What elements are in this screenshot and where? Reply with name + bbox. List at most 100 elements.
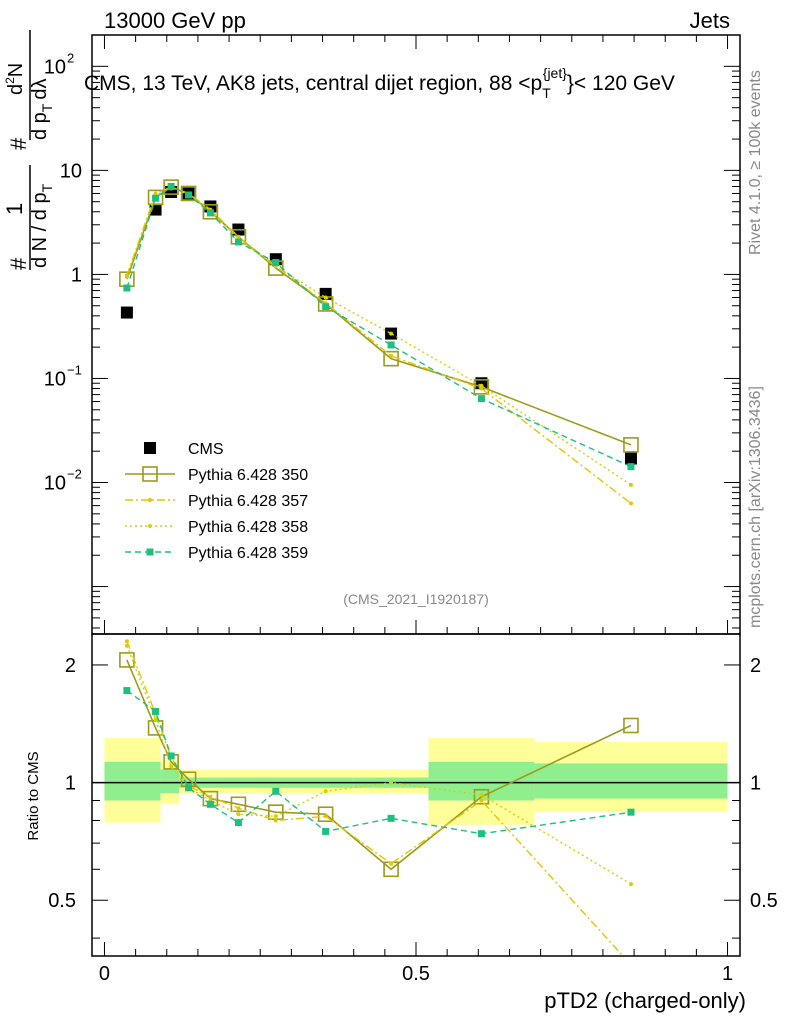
legend-label: CMS: [188, 441, 224, 458]
ratio-data-point: [323, 814, 328, 819]
data-point: [180, 185, 197, 202]
data-point: [479, 383, 484, 388]
x-axis-label: pTD2 (charged-only): [544, 988, 746, 1013]
ratio-data-point: [230, 796, 247, 813]
x-tick-label: 1: [722, 963, 733, 985]
data-point: [473, 379, 490, 395]
main-y-tick-label: 10: [44, 473, 66, 495]
series-cms: [120, 185, 637, 465]
data-point: [387, 341, 395, 349]
series-pythia-6-428-350: [119, 179, 639, 453]
data-point: [120, 306, 133, 319]
ratio-data-point: [479, 792, 484, 797]
legend-label: Pythia 6.428 358: [188, 519, 308, 536]
data-point: [623, 437, 639, 453]
svg-text:d N / d pT: d N / d pT: [29, 183, 55, 268]
ratio-bands: [104, 738, 728, 825]
ratio-data-point: [169, 764, 174, 769]
ratio-data-point: [323, 789, 328, 794]
legend-item: Pythia 6.428 357: [125, 493, 308, 510]
series-line: [126, 186, 632, 446]
main-series-group: [119, 179, 639, 506]
main-y-tick-label: 1: [71, 264, 82, 286]
legend-label: Pythia 6.428 350: [188, 467, 308, 484]
data-point: [272, 259, 280, 267]
data-point: [323, 295, 328, 300]
main-y-tick-label: 10: [60, 160, 82, 182]
ratio-y-tick-label-right: 0.5: [750, 890, 778, 912]
ratio-data-point: [272, 787, 280, 795]
data-point: [389, 353, 394, 358]
ratio-data-point: [273, 814, 278, 819]
series-line: [126, 185, 632, 468]
legend: CMS Pythia 6.428 350 Pythia 6.428 357 Pythi…: [125, 441, 308, 562]
data-point: [322, 303, 330, 311]
ratio-data-point: [185, 784, 193, 792]
category-label: Jets: [690, 8, 730, 33]
analysis-label: (CMS_2021_I1920187): [343, 591, 489, 607]
band-inner-5: [534, 763, 728, 799]
mcplots-label: mcplots.cern.ch [arXiv:1306.3436]: [747, 386, 764, 628]
ratio-y-tick-label-right: 2: [750, 655, 761, 677]
x-tick-label: 0.5: [402, 963, 430, 985]
ratio-data-point: [153, 717, 158, 722]
ratio-data-point: [387, 814, 395, 822]
band-inner-1: [160, 769, 180, 794]
ratio-series-group: [119, 639, 639, 967]
ratio-y-tick-label: 0.5: [48, 890, 76, 912]
legend-label: Pythia 6.428 357: [188, 493, 308, 510]
energy-label: 13000 GeV pp: [104, 8, 246, 33]
main-y-axis-label: # 1 d N / d pT # d2N d pTdλ: [2, 30, 55, 270]
main-y-tick-exponent: 2: [67, 50, 74, 65]
ratio-data-point: [152, 708, 160, 716]
main-y-tick-label: 10: [44, 56, 66, 78]
ratio-y-axis-label: Ratio to CMS: [25, 751, 42, 840]
ratio-data-point: [206, 800, 214, 808]
ratio-data-point: [167, 752, 175, 760]
data-point: [627, 463, 635, 471]
svg-text:d2N: d2N: [3, 63, 27, 95]
main-y-tick-label: 10: [44, 368, 66, 390]
data-point: [163, 179, 179, 195]
ratio-data-point: [322, 827, 330, 835]
ratio-data-point: [124, 639, 129, 644]
ratio-data-point: [208, 794, 213, 799]
data-point: [628, 482, 633, 487]
svg-text:1: 1: [2, 203, 27, 215]
legend-item: Pythia 6.428 350: [125, 466, 308, 484]
svg-text:#: #: [6, 257, 31, 270]
ratio-data-point: [623, 717, 639, 734]
legend-swatch-marker: [142, 466, 158, 482]
data-point: [389, 331, 394, 336]
ratio-data-point: [317, 806, 334, 823]
data-point: [234, 238, 242, 246]
ratio-data-point: [389, 780, 394, 785]
ratio-y-tick-label: 2: [65, 655, 76, 677]
data-point: [206, 209, 214, 217]
data-point: [152, 194, 160, 202]
data-point: [624, 452, 637, 465]
svg-text:#: #: [6, 137, 31, 150]
data-point: [147, 189, 164, 206]
ratio-data-point: [236, 806, 241, 811]
legend-swatch-marker: [146, 548, 154, 556]
data-point: [123, 284, 131, 292]
ratio-data-point: [629, 963, 633, 967]
data-point: [479, 386, 484, 391]
legend-label: Pythia 6.428 359: [188, 545, 308, 562]
legend-item: Pythia 6.428 359: [125, 545, 308, 562]
data-point: [185, 191, 193, 199]
rivet-label: Rivet 4.1.0, ≥ 100k events: [747, 70, 764, 255]
ratio-data-point: [234, 819, 242, 827]
ratio-data-point: [389, 861, 394, 866]
data-point: [202, 203, 219, 220]
data-point: [124, 274, 129, 279]
legend-swatch-marker: [144, 442, 156, 454]
ratio-data-point: [236, 812, 241, 817]
svg-text:d pTdλ: d pTdλ: [29, 79, 55, 141]
ratio-series-pythia-6-428-359: [123, 687, 635, 838]
ratio-data-point: [479, 798, 484, 803]
ratio-data-point: [627, 808, 635, 816]
legend-item: Pythia 6.428 358: [125, 519, 308, 536]
